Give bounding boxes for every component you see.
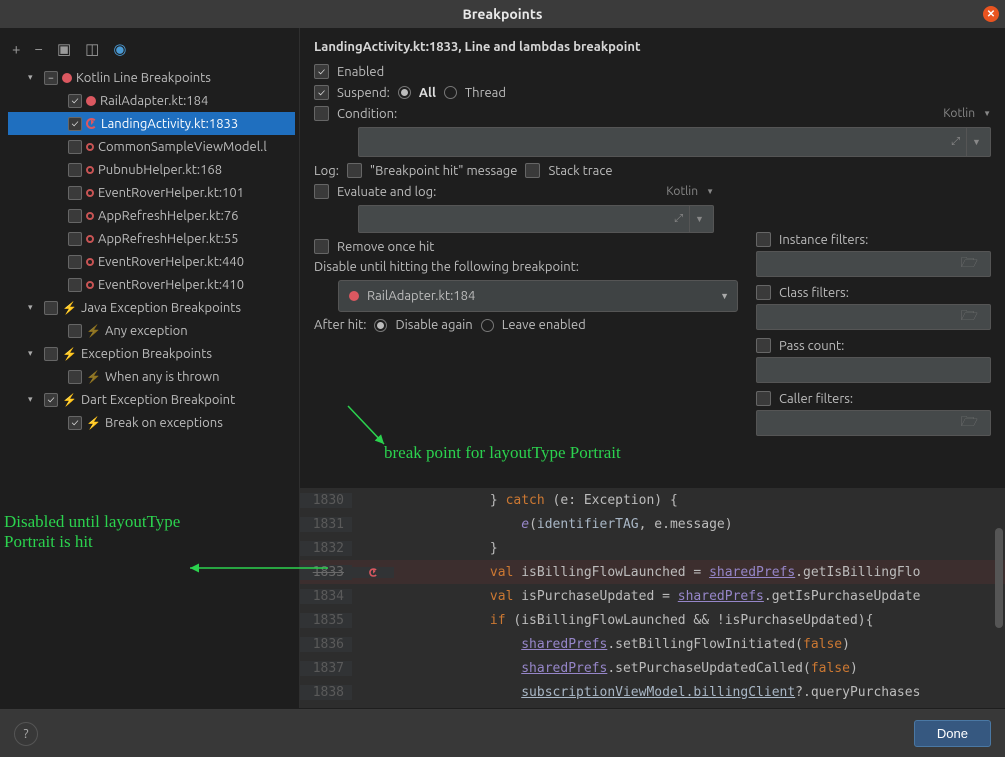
remove-once-label: Remove once hit: [337, 240, 434, 254]
help-icon[interactable]: ?: [14, 722, 38, 746]
breakpoint-tree-panel: + − ▣ ◫ ◉ ▾ Kotlin Line Breakpoints Rail…: [0, 28, 300, 708]
condition-checkbox[interactable]: [314, 106, 329, 121]
folder-icon[interactable]: 🗁: [961, 305, 984, 329]
scrollbar-thumb[interactable]: [995, 528, 1003, 628]
tree-item[interactable]: ⚡ Break on exceptions: [8, 411, 295, 434]
tree-group[interactable]: ▾ ⚡ Dart Exception Breakpoint: [8, 388, 295, 411]
tree-item[interactable]: PubnubHelper.kt:168: [8, 158, 295, 181]
close-icon[interactable]: ✕: [983, 6, 999, 22]
leave-enabled-label: Leave enabled: [502, 318, 586, 332]
eval-checkbox[interactable]: [314, 184, 329, 199]
code-line: 1836 sharedPrefs.setBillingFlowInitiated…: [300, 632, 1005, 656]
titlebar: Breakpoints ✕: [0, 0, 1005, 28]
code-line: 1838 subscriptionViewModel.billingClient…: [300, 680, 1005, 704]
class-filters-checkbox[interactable]: [756, 285, 771, 300]
done-button[interactable]: Done: [914, 720, 991, 747]
condition-label: Condition:: [337, 107, 397, 121]
class-filters-input[interactable]: 🗁: [756, 304, 991, 330]
bp-hit-label: "Breakpoint hit" message: [370, 164, 518, 178]
code-line: 1831 e(identifierTAG, e.message): [300, 512, 1005, 536]
eval-lang[interactable]: Kotlin: [666, 185, 698, 198]
pass-count-label: Pass count:: [779, 339, 844, 353]
eval-label: Evaluate and log:: [337, 185, 436, 199]
group-by-class-icon[interactable]: ◫: [85, 40, 99, 58]
instance-filters-input[interactable]: 🗁: [756, 251, 991, 277]
tree-item[interactable]: ⚡ When any is thrown: [8, 365, 295, 388]
pass-count-checkbox[interactable]: [756, 338, 771, 353]
tree-toolbar: + − ▣ ◫ ◉: [4, 36, 295, 66]
tree-item[interactable]: EventRoverHelper.kt:410: [8, 273, 295, 296]
combo-value: RailAdapter.kt:184: [367, 289, 475, 303]
code-line: 1832 }: [300, 536, 1005, 560]
remove-icon[interactable]: −: [34, 40, 42, 58]
view-options-icon[interactable]: ◉: [113, 40, 126, 58]
tree-item[interactable]: EventRoverHelper.kt:440: [8, 250, 295, 273]
enabled-label: Enabled: [337, 65, 384, 79]
tree-item[interactable]: LandingActivity.kt:1833: [8, 112, 295, 135]
instance-filters-label: Instance filters:: [779, 233, 868, 247]
instance-filters-checkbox[interactable]: [756, 232, 771, 247]
tree-item[interactable]: AppRefreshHelper.kt:76: [8, 204, 295, 227]
caller-filters-input[interactable]: 🗁: [756, 410, 991, 436]
tree-item[interactable]: CommonSampleViewModel.l: [8, 135, 295, 158]
code-preview: 1830 } catch (e: Exception) {1831 e(iden…: [300, 488, 1005, 708]
enabled-checkbox[interactable]: [314, 64, 329, 79]
window-title: Breakpoints: [463, 6, 543, 22]
disable-again-radio[interactable]: [374, 319, 387, 332]
add-icon[interactable]: +: [12, 40, 20, 58]
filters-column: Instance filters: 🗁 Class filters: 🗁 Pas…: [756, 232, 991, 444]
suspend-all-radio[interactable]: [398, 86, 411, 99]
all-label: All: [419, 86, 436, 100]
bp-hit-checkbox[interactable]: [347, 163, 362, 178]
breakpoint-dot-icon: [349, 291, 359, 301]
code-line: 1830 } catch (e: Exception) {: [300, 488, 1005, 512]
leave-enabled-radio[interactable]: [481, 319, 494, 332]
disable-again-label: Disable again: [395, 318, 472, 332]
bottom-bar: ? Done: [0, 709, 1005, 757]
tree-item[interactable]: ⚡ Any exception: [8, 319, 295, 342]
caller-filters-label: Caller filters:: [779, 392, 853, 406]
stack-label: Stack trace: [548, 164, 612, 178]
thread-label: Thread: [465, 86, 506, 100]
pass-count-input[interactable]: [756, 357, 991, 383]
class-filters-label: Class filters:: [779, 286, 849, 300]
code-line: 1833 val isBillingFlowLaunched = sharedP…: [300, 560, 1005, 584]
suspend-label: Suspend:: [337, 86, 390, 100]
tree-group[interactable]: ▾ ⚡ Exception Breakpoints: [8, 342, 295, 365]
log-label: Log:: [314, 164, 339, 178]
tree-group[interactable]: ▾ ⚡ Java Exception Breakpoints: [8, 296, 295, 319]
disable-until-combo[interactable]: RailAdapter.kt:184 ▼: [338, 280, 738, 312]
suspend-thread-radio[interactable]: [444, 86, 457, 99]
caller-filters-checkbox[interactable]: [756, 391, 771, 406]
after-hit-label: After hit:: [314, 318, 366, 332]
tree-group[interactable]: ▾ Kotlin Line Breakpoints: [8, 66, 295, 89]
code-line: 1837 sharedPrefs.setPurchaseUpdatedCalle…: [300, 656, 1005, 680]
folder-icon[interactable]: 🗁: [961, 252, 984, 276]
detail-title: LandingActivity.kt:1833, Line and lambda…: [314, 40, 991, 54]
remove-once-checkbox[interactable]: [314, 239, 329, 254]
folder-icon[interactable]: 🗁: [961, 411, 984, 435]
eval-input[interactable]: ⤢▼: [358, 205, 714, 233]
tree-item[interactable]: AppRefreshHelper.kt:55: [8, 227, 295, 250]
stack-checkbox[interactable]: [525, 163, 540, 178]
code-line: 1835 if (isBillingFlowLaunched && !isPur…: [300, 608, 1005, 632]
tree-item[interactable]: RailAdapter.kt:184: [8, 89, 295, 112]
group-by-file-icon[interactable]: ▣: [57, 40, 71, 58]
tree-item[interactable]: EventRoverHelper.kt:101: [8, 181, 295, 204]
code-line: 1834 val isPurchaseUpdated = sharedPrefs…: [300, 584, 1005, 608]
suspend-checkbox[interactable]: [314, 85, 329, 100]
condition-lang[interactable]: Kotlin: [943, 107, 975, 120]
condition-input[interactable]: ⤢▼: [358, 127, 991, 157]
disable-until-label: Disable until hitting the following brea…: [314, 260, 579, 274]
